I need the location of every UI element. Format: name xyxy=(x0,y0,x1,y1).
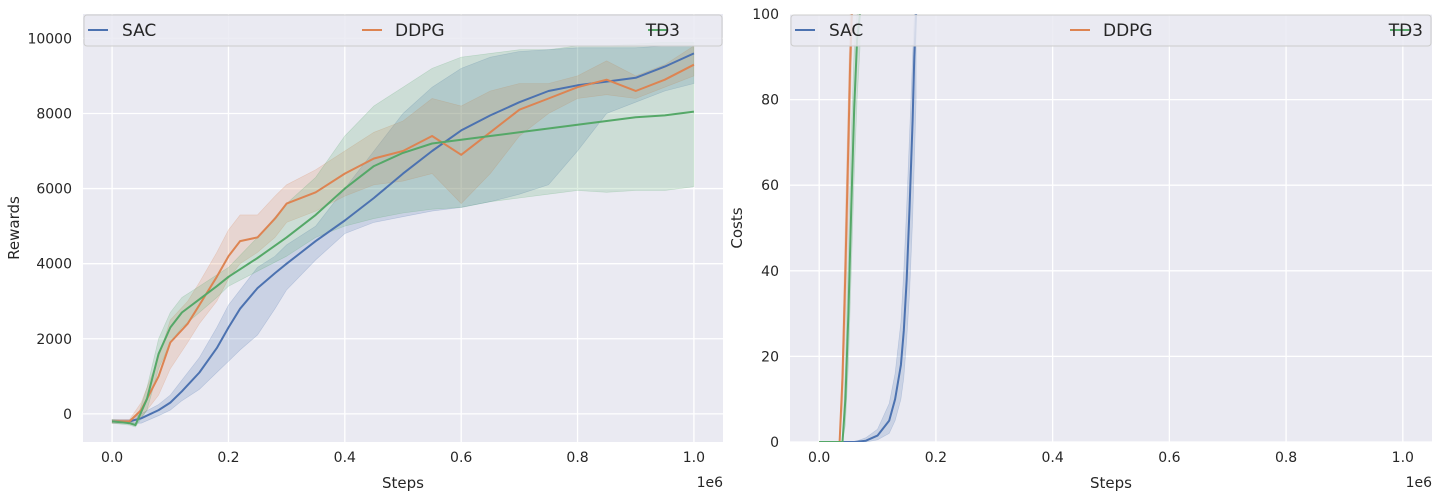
y-tick-label: 60 xyxy=(761,178,779,194)
legend-label-sac: SAC xyxy=(122,21,156,41)
line-td3 xyxy=(819,14,861,442)
plot-area xyxy=(790,14,1432,442)
legend-label-td3: TD3 xyxy=(1388,21,1423,41)
line-ddpg xyxy=(819,14,853,442)
band-td3 xyxy=(111,41,695,428)
x-tick-label: 1.0 xyxy=(1392,450,1414,466)
line-td3 xyxy=(111,110,695,427)
x-axis-label: Steps xyxy=(382,474,424,492)
y-tick-label: 0 xyxy=(63,407,72,423)
plot-area xyxy=(83,14,723,442)
y-tick-label: 4000 xyxy=(36,257,72,273)
x-tick-label: 0.8 xyxy=(566,450,588,466)
y-axis-label: Costs xyxy=(728,207,746,248)
y-tick-label: 2000 xyxy=(36,332,72,348)
x-tick-label: 0.4 xyxy=(1042,450,1064,466)
legend: SAC DDPG TD3 xyxy=(790,14,1432,47)
y-tick-label: 0 xyxy=(770,435,779,451)
legend-label-ddpg: DDPG xyxy=(395,21,445,41)
x-tick-label: 0.8 xyxy=(1275,450,1297,466)
y-tick-label: 8000 xyxy=(36,106,72,122)
legend: SAC DDPG TD3 xyxy=(83,14,723,47)
y-tick-label: 100 xyxy=(752,7,779,23)
x-tick-label: 1.0 xyxy=(683,450,705,466)
costs-panel: 0.0 0.2 0.4 0.6 0.8 1.0 0 20 40 60 80 100 Steps Costs… xyxy=(728,7,1432,492)
legend-label-sac: SAC xyxy=(829,21,863,41)
y-axis-label: Rewards xyxy=(5,196,23,260)
y-tick-label: 80 xyxy=(761,93,779,109)
x-tick-label: 0.6 xyxy=(1158,450,1180,466)
x-tick-label: 0.6 xyxy=(450,450,472,466)
band-sac xyxy=(819,14,917,442)
band-sac xyxy=(111,45,695,424)
legend-label-ddpg: DDPG xyxy=(1103,21,1153,41)
x-tick-label: 0.2 xyxy=(217,450,239,466)
line-ddpg xyxy=(112,63,695,423)
y-tick-label: 10000 xyxy=(27,31,72,47)
y-tick-label: 20 xyxy=(761,349,779,365)
x-tick-label: 0.0 xyxy=(101,450,123,466)
x-multiplier-label: 1e6 xyxy=(697,475,724,491)
legend-box xyxy=(83,14,723,47)
x-tick-label: 0.2 xyxy=(925,450,947,466)
legend-label-td3: TD3 xyxy=(645,21,680,41)
band-ddpg xyxy=(111,45,695,424)
legend-box xyxy=(790,14,1432,47)
x-axis-label: Steps xyxy=(1090,474,1132,492)
x-tick-label: 0.0 xyxy=(808,450,830,466)
x-multiplier-label: 1e6 xyxy=(1406,475,1433,491)
rewards-panel: 0.0 0.2 0.4 0.6 0.8 1.0 0 2000 4000 6000 8000 10000… xyxy=(5,14,723,492)
x-tick-label: 0.4 xyxy=(334,450,356,466)
series-group xyxy=(819,14,918,442)
line-sac xyxy=(819,14,918,442)
line-sac xyxy=(112,52,695,423)
y-tick-label: 6000 xyxy=(36,182,72,198)
y-tick-label: 40 xyxy=(761,264,779,280)
series-group xyxy=(111,41,695,428)
